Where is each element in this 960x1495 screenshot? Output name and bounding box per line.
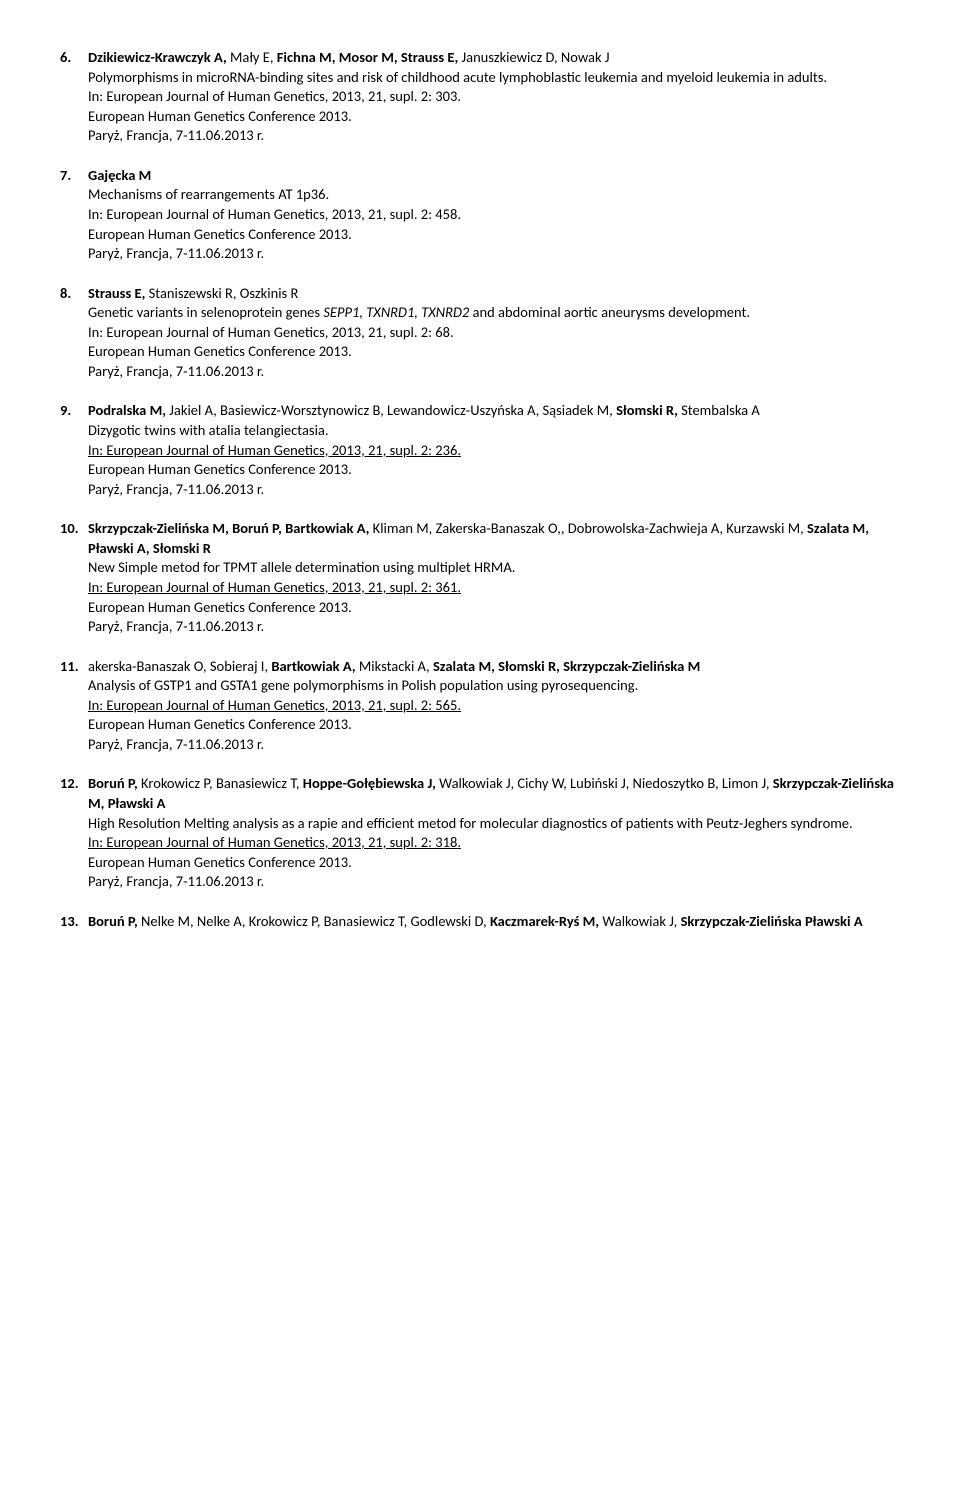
title-fragment: SEPP1, TXNRD1, TXNRD2 xyxy=(323,303,469,321)
author-fragment: Kliman M, Zakerska-Banaszak O,, Dobrowol… xyxy=(369,519,807,537)
author-fragment: Walkowiak J, Cichy W, Lubiński J, Niedos… xyxy=(436,774,773,792)
reference-authors: Gajęcka M xyxy=(88,166,900,186)
reference-item: 9. Podralska M, Jakiel A, Basiewicz-Worsz… xyxy=(60,401,900,499)
reference-location: Paryż, Francja, 7-11.06.2013 r. xyxy=(88,244,900,264)
reference-in: In: European Journal of Human Genetics, … xyxy=(88,833,900,853)
reference-conference: European Human Genetics Conference 2013. xyxy=(88,853,900,873)
reference-conference: European Human Genetics Conference 2013. xyxy=(88,598,900,618)
reference-location: Paryż, Francja, 7-11.06.2013 r. xyxy=(88,617,900,637)
reference-title: Genetic variants in selenoprotein genes … xyxy=(88,303,900,323)
reference-title: Mechanisms of rearrangements AT 1p36. xyxy=(88,185,900,205)
reference-authors: Podralska M, Jakiel A, Basiewicz-Worszty… xyxy=(88,401,900,421)
author-fragment: Podralska M, xyxy=(88,401,166,419)
reference-in: In: European Journal of Human Genetics, … xyxy=(88,696,900,716)
reference-item: 7. Gajęcka MMechanisms of rearrangements … xyxy=(60,166,900,264)
reference-in: In: European Journal of Human Genetics, … xyxy=(88,441,900,461)
author-fragment: Walkowiak J, xyxy=(599,912,680,930)
title-fragment: Genetic variants in selenoprotein genes xyxy=(88,303,323,321)
author-fragment: Mikstacki A, xyxy=(356,657,433,675)
reference-number: 12. xyxy=(60,774,79,794)
author-fragment: Słomski R, xyxy=(616,401,678,419)
reference-item: 6. Dzikiewicz-Krawczyk A, Mały E, Fichna … xyxy=(60,48,900,146)
reference-authors: Skrzypczak-Zielińska M, Boruń P, Bartkow… xyxy=(88,519,900,558)
author-fragment: Boruń P, xyxy=(88,912,138,930)
author-fragment: Nelke M, Nelke A, Krokowicz P, Banasiewi… xyxy=(138,912,490,930)
author-fragment: Fichna M, Mosor M, Strauss E, xyxy=(277,48,458,66)
reference-title: Analysis of GSTP1 and GSTA1 gene polymor… xyxy=(88,676,900,696)
reference-in: In: European Journal of Human Genetics, … xyxy=(88,87,900,107)
reference-location: Paryż, Francja, 7-11.06.2013 r. xyxy=(88,735,900,755)
reference-number: 7. xyxy=(60,166,71,186)
author-fragment: Strauss E, xyxy=(88,284,145,302)
author-fragment: Krokowicz P, Banasiewicz T, xyxy=(138,774,303,792)
reference-authors: Boruń P, Nelke M, Nelke A, Krokowicz P, … xyxy=(88,912,900,932)
reference-in: In: European Journal of Human Genetics, … xyxy=(88,578,900,598)
reference-in: In: European Journal of Human Genetics, … xyxy=(88,323,900,343)
author-fragment: Bartkowiak A, xyxy=(271,657,355,675)
reference-conference: European Human Genetics Conference 2013. xyxy=(88,107,900,127)
reference-title: Dizygotic twins with atalia telangiectas… xyxy=(88,421,900,441)
reference-conference: European Human Genetics Conference 2013. xyxy=(88,715,900,735)
reference-number: 9. xyxy=(60,401,71,421)
author-fragment: Januszkiewicz D, Nowak J xyxy=(458,48,609,66)
title-fragment: and abdominal aortic aneurysms developme… xyxy=(469,303,750,321)
reference-item: 11. akerska-Banaszak O, Sobieraj I, Bartk… xyxy=(60,657,900,755)
reference-item: 12. Boruń P, Krokowicz P, Banasiewicz T, … xyxy=(60,774,900,891)
author-fragment: Boruń P, xyxy=(88,774,138,792)
reference-item: 8. Strauss E, Staniszewski R, Oszkinis RG… xyxy=(60,284,900,382)
reference-number: 6. xyxy=(60,48,71,68)
reference-item: 10. Skrzypczak-Zielińska M, Boruń P, Bart… xyxy=(60,519,900,636)
reference-number: 11. xyxy=(60,657,79,677)
reference-authors: Strauss E, Staniszewski R, Oszkinis R xyxy=(88,284,900,304)
reference-location: Paryż, Francja, 7-11.06.2013 r. xyxy=(88,362,900,382)
author-fragment: Hoppe-Gołębiewska J, xyxy=(303,774,436,792)
reference-location: Paryż, Francja, 7-11.06.2013 r. xyxy=(88,126,900,146)
author-fragment: Stembalska A xyxy=(678,401,760,419)
reference-conference: European Human Genetics Conference 2013. xyxy=(88,460,900,480)
reference-conference: European Human Genetics Conference 2013. xyxy=(88,342,900,362)
reference-location: Paryż, Francja, 7-11.06.2013 r. xyxy=(88,872,900,892)
reference-authors: Boruń P, Krokowicz P, Banasiewicz T, Hop… xyxy=(88,774,900,813)
author-fragment: Szalata M, Słomski R, Skrzypczak-Zielińs… xyxy=(433,657,700,675)
reference-list: 6. Dzikiewicz-Krawczyk A, Mały E, Fichna … xyxy=(60,48,900,931)
author-fragment: Skrzypczak-Zielińska Pławski A xyxy=(681,912,863,930)
reference-number: 13. xyxy=(60,912,79,932)
reference-location: Paryż, Francja, 7-11.06.2013 r. xyxy=(88,480,900,500)
author-fragment: Gajęcka M xyxy=(88,166,151,184)
reference-title: High Resolution Melting analysis as a ra… xyxy=(88,814,900,834)
reference-item: 13. Boruń P, Nelke M, Nelke A, Krokowicz … xyxy=(60,912,900,932)
reference-authors: Dzikiewicz-Krawczyk A, Mały E, Fichna M,… xyxy=(88,48,900,68)
reference-conference: European Human Genetics Conference 2013. xyxy=(88,225,900,245)
reference-title: Polymorphisms in microRNA-binding sites … xyxy=(88,68,900,88)
author-fragment: Dzikiewicz-Krawczyk A, xyxy=(88,48,227,66)
reference-number: 8. xyxy=(60,284,71,304)
author-fragment: akerska-Banaszak O, Sobieraj I, xyxy=(88,657,271,675)
author-fragment: Skrzypczak-Zielińska M, Boruń P, Bartkow… xyxy=(88,519,369,537)
reference-title: New Simple metod for TPMT allele determi… xyxy=(88,558,900,578)
author-fragment: Jakiel A, Basiewicz-Worsztynowicz B, Lew… xyxy=(166,401,616,419)
reference-number: 10. xyxy=(60,519,79,539)
reference-authors: akerska-Banaszak O, Sobieraj I, Bartkowi… xyxy=(88,657,900,677)
author-fragment: Kaczmarek-Ryś M, xyxy=(490,912,599,930)
author-fragment: Staniszewski R, Oszkinis R xyxy=(145,284,298,302)
author-fragment: Mały E, xyxy=(227,48,277,66)
reference-in: In: European Journal of Human Genetics, … xyxy=(88,205,900,225)
